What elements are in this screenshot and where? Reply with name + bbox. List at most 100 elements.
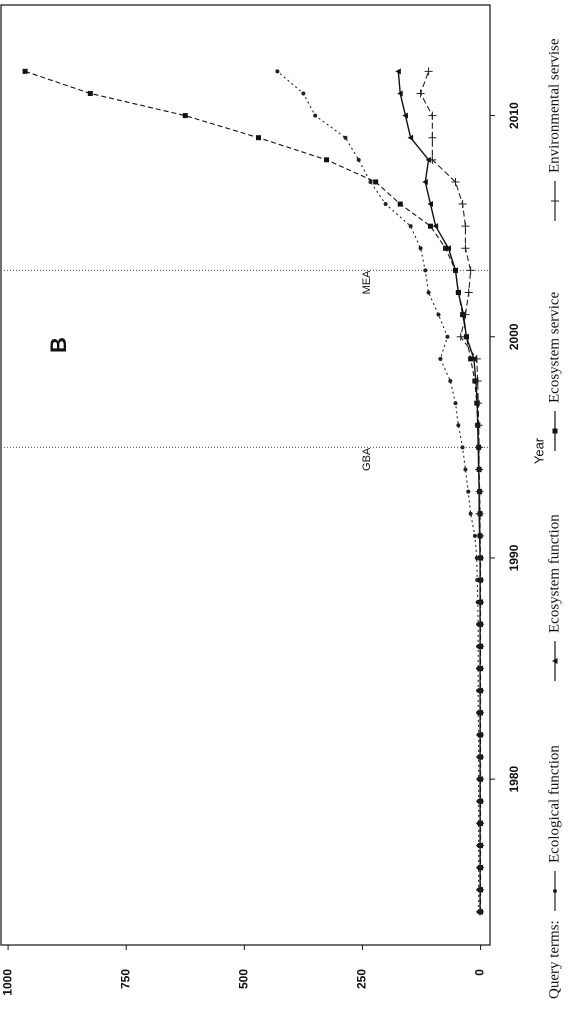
data-point: [422, 178, 428, 185]
series-line: [277, 70, 480, 912]
data-point: [438, 356, 443, 361]
data-point: [476, 576, 485, 585]
data-point: [443, 245, 449, 251]
data-point: [402, 112, 408, 119]
data-point: [432, 223, 439, 230]
data-point: [476, 531, 485, 540]
x-axis-label: Year: [531, 437, 546, 464]
y-tick-label: 750: [118, 969, 132, 989]
data-point: [445, 245, 451, 252]
data-point: [424, 67, 433, 76]
data-point: [476, 819, 485, 828]
data-point: [453, 267, 459, 273]
data-point: [476, 885, 485, 894]
data-point: [395, 68, 401, 75]
data-point: [474, 421, 483, 430]
data-point: [458, 200, 467, 209]
data-point: [476, 708, 485, 717]
data-point: [476, 620, 485, 629]
data-point: [476, 797, 485, 806]
x-tick-label: 2000: [507, 323, 521, 350]
data-point: [368, 179, 373, 184]
data-point: [473, 377, 482, 385]
data-point: [456, 423, 461, 428]
legend-marker: [552, 658, 558, 664]
data-point: [474, 399, 483, 408]
data-point: [87, 90, 93, 96]
series-line: [24, 70, 482, 912]
y-tick-label: 500: [236, 969, 250, 989]
data-point: [426, 290, 431, 295]
legend-label: Ecological function: [546, 745, 562, 863]
data-point: [461, 244, 470, 253]
data-point: [475, 509, 484, 518]
data-point: [463, 467, 468, 472]
data-point: [451, 177, 460, 186]
data-point: [182, 113, 188, 119]
legend-marker: [552, 428, 558, 434]
data-point: [455, 290, 461, 296]
rotated-chart: B Year Query terms: 0 250 500 750 1000 1980 19…: [0, 4, 562, 999]
data-point: [423, 268, 428, 273]
data-point: [22, 68, 28, 74]
panel-label: B: [46, 337, 71, 353]
annotation: GBA: [361, 447, 373, 471]
plot-frame: [0, 4, 491, 946]
data-point: [468, 511, 473, 516]
legend-label: Environmental servise: [546, 38, 562, 173]
data-point: [418, 246, 423, 251]
data-point: [275, 69, 280, 74]
legend-title: Query terms:: [546, 920, 562, 999]
x-tick-label: 1990: [507, 544, 521, 571]
data-point: [468, 356, 474, 362]
data-point: [428, 155, 437, 164]
data-point: [397, 90, 403, 97]
data-point: [476, 664, 485, 673]
data-point: [416, 89, 425, 98]
data-point: [383, 202, 388, 207]
data-point: [453, 401, 458, 406]
data-point: [466, 266, 475, 275]
data-point: [464, 288, 473, 297]
data-point: [408, 224, 413, 229]
data-point: [343, 135, 348, 140]
data-point: [428, 111, 437, 120]
data-point: [427, 223, 433, 229]
data-point: [476, 753, 485, 761]
data-point: [324, 157, 330, 163]
data-point: [301, 91, 306, 96]
x-tick-label: 2010: [507, 102, 521, 129]
data-point: [466, 489, 471, 494]
data-point: [476, 686, 485, 695]
data-point: [456, 332, 465, 341]
data-point: [463, 334, 469, 340]
legend-marker: [553, 889, 557, 893]
data-point: [436, 312, 441, 317]
data-point: [476, 841, 485, 850]
data-point: [407, 134, 414, 141]
y-tick-label: 0: [473, 969, 487, 976]
data-point: [472, 354, 481, 363]
data-point: [476, 730, 485, 739]
data-point: [356, 157, 361, 162]
data-point: [476, 775, 485, 784]
data-point: [472, 533, 477, 538]
data-point: [476, 907, 485, 916]
data-point: [313, 113, 318, 118]
y-tick-label: 250: [355, 969, 369, 989]
data-point: [373, 179, 379, 185]
data-point: [428, 133, 437, 142]
legend-label: Ecosystem function: [546, 514, 562, 633]
data-point: [427, 201, 433, 208]
data-point: [445, 334, 450, 339]
data-point: [475, 487, 484, 496]
data-point: [255, 135, 261, 141]
data-point: [476, 553, 485, 562]
data-point: [476, 598, 485, 607]
y-tick-label: 1000: [0, 969, 14, 996]
x-tick-label: 1980: [507, 765, 521, 792]
data-point: [448, 379, 453, 383]
data-point: [397, 201, 403, 207]
legend-marker: [551, 197, 559, 205]
